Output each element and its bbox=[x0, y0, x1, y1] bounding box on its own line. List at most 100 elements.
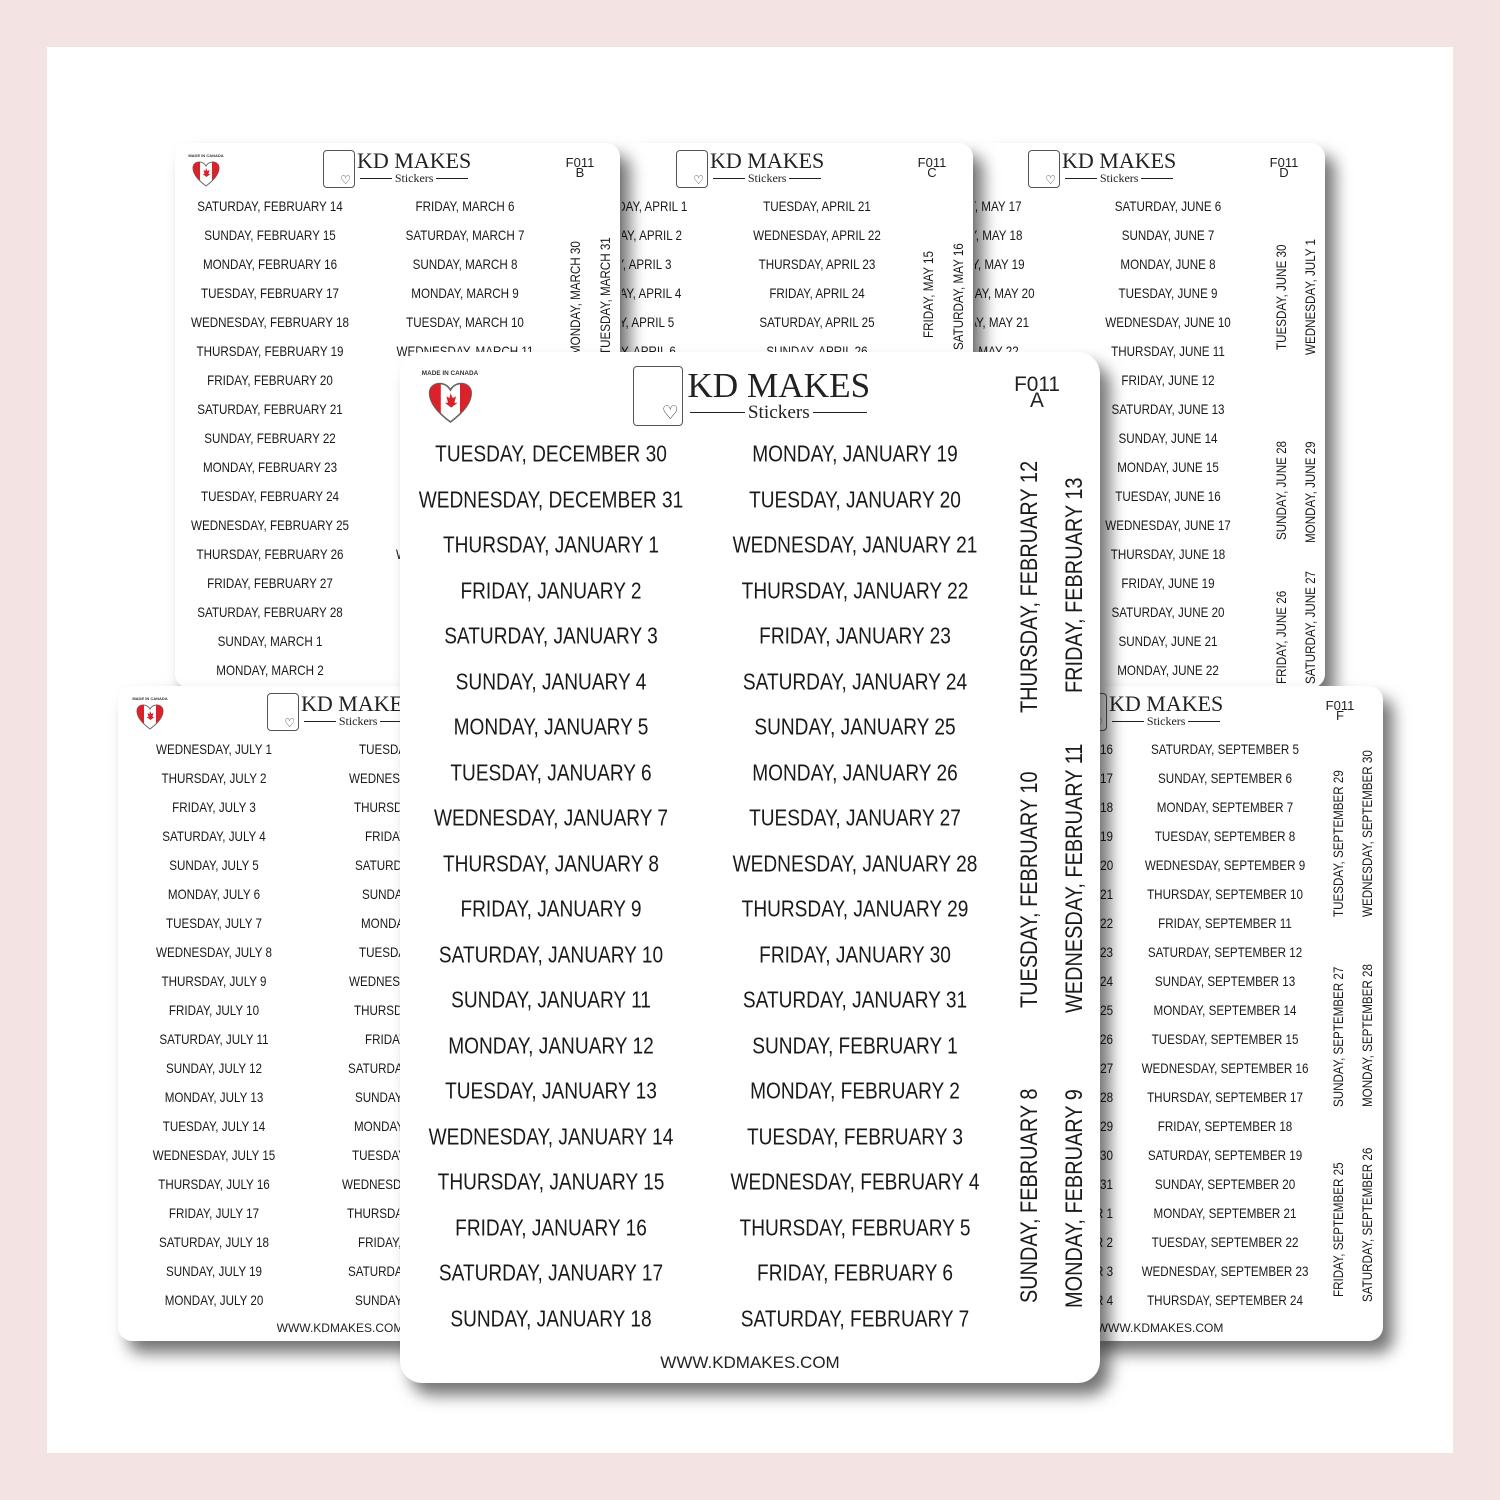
date-sticker[interactable]: FRIDAY, AUGUST 7 bbox=[358, 1234, 400, 1250]
date-sticker[interactable]: TUESDAY, FEBRUARY 24 bbox=[201, 488, 339, 504]
date-sticker[interactable]: SUNDAY, JANUARY 18 bbox=[450, 1305, 652, 1331]
date-sticker[interactable]: THURSDAY, FEBRUARY 5 bbox=[739, 1214, 971, 1240]
vertical-date-sticker[interactable]: SUNDAY, SEPTEMBER 27 bbox=[1329, 966, 1346, 1107]
date-sticker[interactable]: THURSDAY, JANUARY 15 bbox=[437, 1168, 665, 1195]
date-sticker[interactable]: SUNDAY, JULY 26 bbox=[361, 886, 400, 902]
date-sticker[interactable]: TUESDAY, JANUARY 20 bbox=[749, 486, 961, 512]
date-sticker[interactable]: MONDAY, JANUARY 5 bbox=[453, 713, 649, 740]
date-sticker[interactable]: MONDAY, JANUARY 26 bbox=[752, 759, 958, 785]
date-sticker[interactable]: THURSDAY, SEPTEMBER 10 bbox=[1147, 886, 1303, 902]
date-sticker[interactable]: WEDNESDAY, JULY 15 bbox=[152, 1147, 276, 1163]
date-sticker[interactable]: MONDAY, AUGUST 3 bbox=[353, 1118, 400, 1134]
date-sticker[interactable]: TUESDAY, MAY 19 bbox=[975, 256, 1025, 272]
date-sticker[interactable]: MONDAY, MAY 18 bbox=[975, 227, 1023, 243]
date-sticker[interactable]: SUNDAY, FEBRUARY 22 bbox=[204, 430, 336, 446]
date-sticker[interactable]: SATURDAY, JANUARY 3 bbox=[444, 622, 658, 649]
date-sticker[interactable]: WEDNESDAY, SEPTEMBER 2 bbox=[1100, 1234, 1113, 1250]
date-sticker[interactable]: TUESDAY, JANUARY 27 bbox=[749, 804, 961, 831]
date-sticker[interactable]: SATURDAY, JULY 18 bbox=[158, 1234, 270, 1250]
date-sticker[interactable]: FRIDAY, JULY 10 bbox=[168, 1002, 260, 1018]
date-sticker[interactable]: MONDAY, MARCH 9 bbox=[411, 285, 519, 301]
date-sticker[interactable]: SATURDAY, JANUARY 31 bbox=[742, 986, 968, 1013]
date-sticker[interactable]: SATURDAY, FEBRUARY 21 bbox=[197, 401, 343, 417]
date-sticker[interactable]: WEDNESDAY, AUGUST 5 bbox=[341, 1176, 400, 1192]
date-sticker[interactable]: TUESDAY, MARCH 10 bbox=[406, 314, 524, 330]
vertical-date-sticker[interactable]: FRIDAY, FEBRUARY 13 bbox=[1060, 477, 1088, 693]
date-sticker[interactable]: THURSDAY, FEBRUARY 26 bbox=[196, 546, 344, 562]
date-sticker[interactable]: THURSDAY, JUNE 11 bbox=[1111, 343, 1225, 359]
date-sticker[interactable]: WEDNESDAY, JANUARY 21 bbox=[732, 531, 978, 558]
date-sticker[interactable]: WEDNESDAY, FEBRUARY 4 bbox=[730, 1168, 980, 1195]
date-sticker[interactable]: SUNDAY, JUNE 21 bbox=[1118, 633, 1218, 649]
date-sticker[interactable]: THURSDAY, SEPTEMBER 24 bbox=[1147, 1292, 1303, 1308]
vertical-date-sticker[interactable]: MONDAY, SEPTEMBER 28 bbox=[1358, 964, 1375, 1107]
date-sticker[interactable]: TUESDAY, JANUARY 6 bbox=[450, 759, 652, 785]
date-sticker[interactable]: THURSDAY, APRIL 23 bbox=[758, 256, 876, 272]
date-sticker[interactable]: SUNDAY, JULY 5 bbox=[169, 857, 259, 873]
date-sticker[interactable]: SATURDAY, JANUARY 24 bbox=[742, 668, 968, 694]
date-sticker[interactable]: MONDAY, JULY 27 bbox=[360, 915, 400, 931]
date-sticker[interactable]: SATURDAY, JULY 25 bbox=[354, 857, 400, 873]
date-sticker[interactable]: MONDAY, JULY 20 bbox=[164, 1292, 264, 1308]
vertical-date-sticker[interactable]: WEDNESDAY, SEPTEMBER 30 bbox=[1358, 750, 1375, 917]
date-sticker[interactable]: MONDAY, JANUARY 12 bbox=[448, 1032, 654, 1058]
date-sticker[interactable]: WEDNESDAY, JANUARY 28 bbox=[732, 850, 978, 876]
date-sticker[interactable]: MONDAY, JULY 13 bbox=[164, 1089, 264, 1105]
date-sticker[interactable]: SATURDAY, JULY 11 bbox=[159, 1031, 269, 1047]
date-sticker[interactable]: SUNDAY, AUGUST 2 bbox=[355, 1089, 400, 1105]
date-sticker[interactable]: FRIDAY, JANUARY 30 bbox=[759, 941, 951, 967]
date-sticker[interactable]: FRIDAY, JULY 24 bbox=[364, 828, 400, 844]
date-sticker[interactable]: FRIDAY, JULY 31 bbox=[364, 1031, 400, 1047]
date-sticker[interactable]: SUNDAY, SEPTEMBER 6 bbox=[1158, 770, 1292, 786]
date-sticker[interactable]: SATURDAY, JUNE 20 bbox=[1111, 604, 1225, 620]
date-sticker[interactable]: TUESDAY, AUGUST 25 bbox=[1100, 1002, 1113, 1018]
date-sticker[interactable]: SUNDAY, JUNE 7 bbox=[1121, 227, 1215, 243]
date-sticker[interactable]: FRIDAY, APRIL 3 bbox=[622, 256, 672, 272]
date-sticker[interactable]: WEDNESDAY, APRIL 1 bbox=[622, 198, 688, 214]
date-sticker[interactable]: SUNDAY, JULY 12 bbox=[165, 1060, 263, 1076]
date-sticker[interactable]: SUNDAY, MAY 17 bbox=[975, 198, 1022, 214]
vertical-date-sticker[interactable]: WEDNESDAY, JULY 1 bbox=[1301, 238, 1318, 355]
date-sticker[interactable]: FRIDAY, MARCH 6 bbox=[415, 198, 515, 214]
date-sticker[interactable]: WEDNESDAY, SEPTEMBER 23 bbox=[1141, 1263, 1309, 1279]
date-sticker[interactable]: MONDAY, SEPTEMBER 14 bbox=[1153, 1002, 1297, 1018]
date-sticker[interactable]: TUESDAY, AUGUST 4 bbox=[351, 1147, 400, 1163]
date-sticker[interactable]: THURSDAY, JANUARY 1 bbox=[442, 531, 660, 558]
date-sticker[interactable]: TUESDAY, SEPTEMBER 15 bbox=[1151, 1031, 1299, 1047]
website-url[interactable]: WWW.KDMAKES.COM bbox=[276, 1320, 400, 1335]
date-sticker[interactable]: FRIDAY, AUGUST 21 bbox=[1100, 886, 1113, 902]
date-sticker[interactable]: THURSDAY, SEPTEMBER 3 bbox=[1100, 1263, 1113, 1279]
date-sticker[interactable]: SATURDAY, SEPTEMBER 5 bbox=[1151, 741, 1299, 757]
date-sticker[interactable]: WEDNESDAY, MARCH 18 bbox=[396, 546, 400, 562]
vertical-date-sticker[interactable]: MONDAY, JUNE 29 bbox=[1301, 441, 1318, 543]
date-sticker[interactable]: FRIDAY, JANUARY 23 bbox=[759, 622, 951, 649]
vertical-date-sticker[interactable]: TUESDAY, SEPTEMBER 29 bbox=[1329, 770, 1346, 917]
date-sticker[interactable]: THURSDAY, JULY 9 bbox=[161, 973, 267, 989]
date-sticker[interactable]: WEDNESDAY, JULY 1 bbox=[155, 741, 273, 757]
date-sticker[interactable]: SATURDAY, SEPTEMBER 12 bbox=[1147, 944, 1303, 960]
vertical-date-sticker[interactable]: TUESDAY, JUNE 30 bbox=[1272, 244, 1289, 350]
date-sticker[interactable]: THURSDAY, AUGUST 6 bbox=[347, 1205, 400, 1221]
date-sticker[interactable]: TUESDAY, JULY 28 bbox=[358, 944, 400, 960]
date-sticker[interactable]: MONDAY, AUGUST 17 bbox=[1100, 770, 1113, 786]
date-sticker[interactable]: SATURDAY, FEBRUARY 7 bbox=[740, 1305, 970, 1331]
date-sticker[interactable]: MONDAY, FEBRUARY 2 bbox=[750, 1077, 960, 1104]
vertical-date-sticker[interactable]: SATURDAY, JUNE 27 bbox=[1301, 570, 1318, 684]
date-sticker[interactable]: SATURDAY, JANUARY 10 bbox=[438, 941, 664, 967]
date-sticker[interactable]: SUNDAY, AUGUST 23 bbox=[1100, 944, 1113, 960]
date-sticker[interactable]: TUESDAY, SEPTEMBER 8 bbox=[1154, 828, 1296, 844]
date-sticker[interactable]: FRIDAY, SEPTEMBER 11 bbox=[1158, 915, 1292, 931]
date-sticker[interactable]: SATURDAY, APRIL 25 bbox=[759, 314, 875, 330]
date-sticker[interactable]: TUESDAY, JULY 14 bbox=[162, 1118, 266, 1134]
date-sticker[interactable]: SATURDAY, AUGUST 29 bbox=[1100, 1118, 1113, 1134]
date-sticker[interactable]: SUNDAY, SEPTEMBER 20 bbox=[1154, 1176, 1296, 1192]
date-sticker[interactable]: THURSDAY, JUNE 18 bbox=[1110, 546, 1226, 562]
date-sticker[interactable]: MONDAY, FEBRUARY 16 bbox=[202, 256, 338, 272]
date-sticker[interactable]: SATURDAY, APRIL 4 bbox=[622, 285, 682, 301]
date-sticker[interactable]: THURSDAY, JULY 16 bbox=[158, 1176, 270, 1192]
date-sticker[interactable]: MONDAY, SEPTEMBER 21 bbox=[1153, 1205, 1297, 1221]
date-sticker[interactable]: MONDAY, JUNE 15 bbox=[1117, 459, 1219, 475]
date-sticker[interactable]: TUESDAY, FEBRUARY 3 bbox=[746, 1123, 964, 1149]
date-sticker[interactable]: THURSDAY, AUGUST 27 bbox=[1100, 1060, 1113, 1076]
date-sticker[interactable]: SUNDAY, MARCH 1 bbox=[217, 633, 323, 649]
